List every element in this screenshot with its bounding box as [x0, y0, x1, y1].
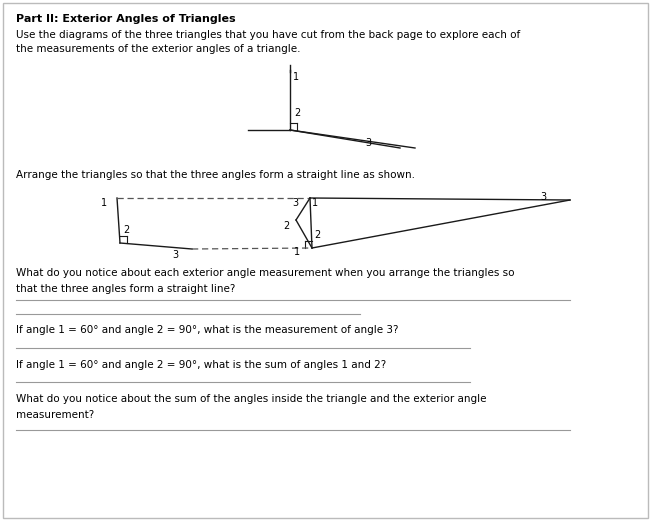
Text: Use the diagrams of the three triangles that you have cut from the back page to : Use the diagrams of the three triangles … [16, 30, 520, 40]
Text: 2: 2 [123, 225, 130, 235]
Text: 1: 1 [294, 247, 300, 257]
Text: 2: 2 [283, 221, 289, 231]
Text: measurement?: measurement? [16, 410, 94, 420]
Text: If angle 1 = 60° and angle 2 = 90°, what is the sum of angles 1 and 2?: If angle 1 = 60° and angle 2 = 90°, what… [16, 360, 386, 370]
Text: 2: 2 [314, 230, 320, 240]
Text: 2: 2 [294, 108, 300, 118]
Text: Part II: Exterior Angles of Triangles: Part II: Exterior Angles of Triangles [16, 14, 236, 24]
Text: that the three angles form a straight line?: that the three angles form a straight li… [16, 284, 236, 294]
Text: 3: 3 [540, 192, 546, 202]
Text: Arrange the triangles so that the three angles form a straight line as shown.: Arrange the triangles so that the three … [16, 170, 415, 180]
Text: 1: 1 [293, 72, 299, 82]
Text: 1: 1 [312, 198, 318, 208]
Text: What do you notice about each exterior angle measurement when you arrange the tr: What do you notice about each exterior a… [16, 268, 514, 278]
Text: If angle 1 = 60° and angle 2 = 90°, what is the measurement of angle 3?: If angle 1 = 60° and angle 2 = 90°, what… [16, 325, 398, 335]
Text: 3: 3 [365, 138, 371, 148]
Text: 1: 1 [101, 198, 107, 208]
Text: 3: 3 [172, 250, 178, 260]
Text: What do you notice about the sum of the angles inside the triangle and the exter: What do you notice about the sum of the … [16, 394, 486, 404]
Text: the measurements of the exterior angles of a triangle.: the measurements of the exterior angles … [16, 44, 301, 54]
Text: 3: 3 [292, 198, 298, 208]
